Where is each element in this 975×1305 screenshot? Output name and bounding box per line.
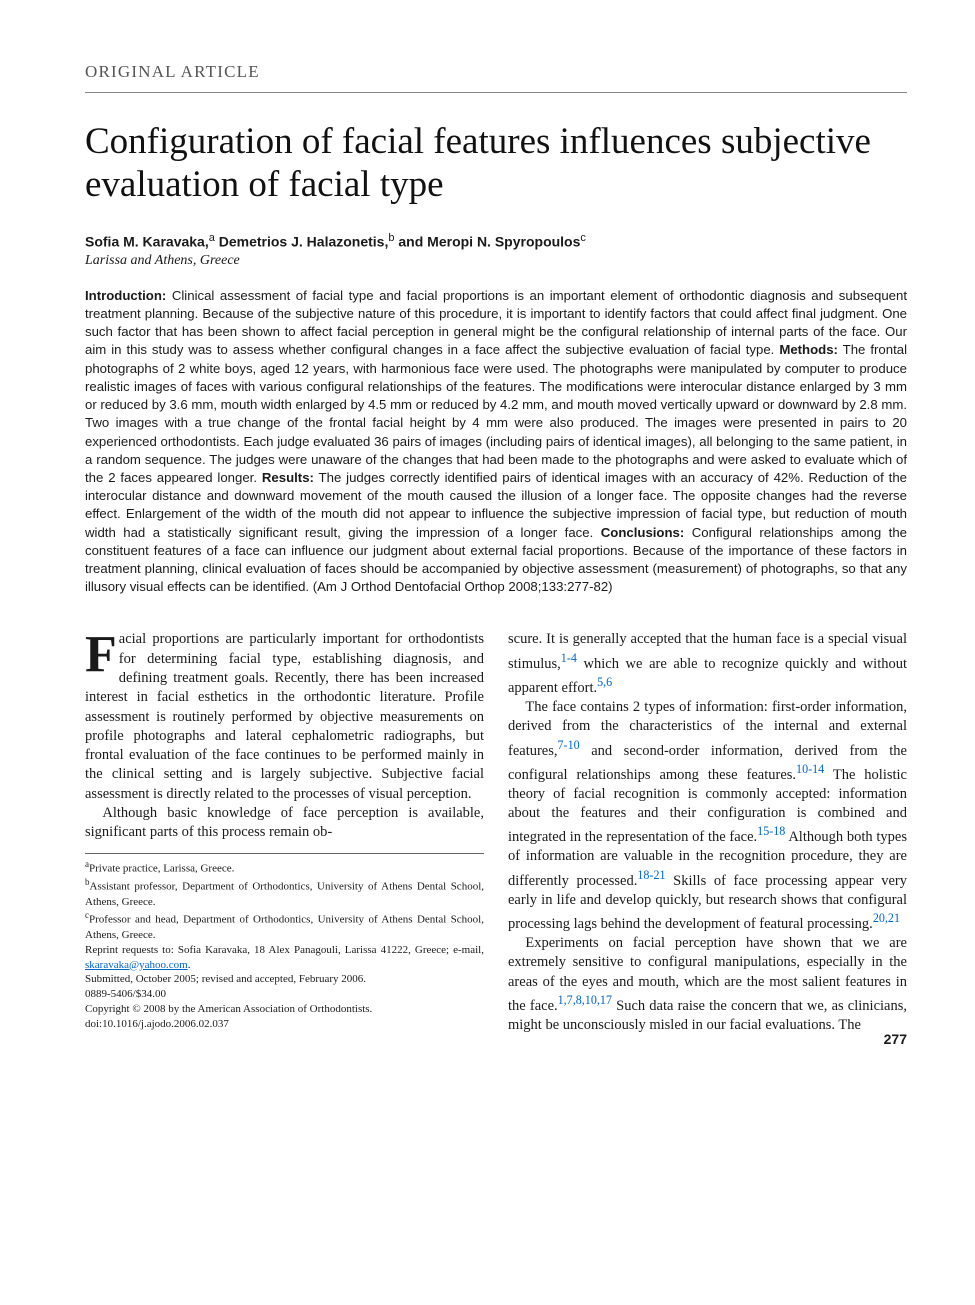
horizontal-rule (85, 92, 907, 93)
footnote-c: cProfessor and head, Department of Ortho… (85, 909, 484, 942)
body-p1-text: acial proportions are particularly impor… (85, 631, 484, 801)
ref-link-1-7-8-10-17[interactable]: 1,7,8,10,17 (558, 993, 612, 1007)
footnote-submitted: Submitted, October 2005; revised and acc… (85, 972, 484, 987)
article-title: Configuration of facial features influen… (85, 121, 907, 206)
abstract-block: Introduction: Clinical assessment of fac… (85, 287, 907, 597)
footnote-reprint: Reprint requests to: Sofia Karavaka, 18 … (85, 943, 484, 973)
abstract-intro-label: Introduction: (85, 288, 166, 303)
footnote-b: bAssistant professor, Department of Orth… (85, 876, 484, 909)
ref-link-20-21[interactable]: 20,21 (873, 911, 900, 925)
affiliation-line: Larissa and Athens, Greece (85, 253, 907, 269)
ref-link-10-14[interactable]: 10-14 (796, 762, 824, 776)
body-paragraph-4: The face contains 2 types of information… (508, 698, 907, 934)
section-label: ORIGINAL ARTICLE (85, 62, 907, 82)
abstract-results-label: Results: (262, 470, 314, 485)
footnote-issn: 0889-5406/$34.00 (85, 987, 484, 1002)
ref-link-5-6[interactable]: 5,6 (597, 675, 612, 689)
reprint-email-link[interactable]: skaravaka@yahoo.com (85, 959, 188, 971)
ref-link-18-21[interactable]: 18-21 (637, 868, 665, 882)
ref-link-7-10[interactable]: 7-10 (558, 738, 580, 752)
page-number: 277 (884, 1031, 907, 1047)
body-paragraph-1: Facial proportions are particularly impo… (85, 630, 484, 804)
footnote-doi: doi:10.1016/j.ajodo.2006.02.037 (85, 1017, 484, 1032)
ref-link-15-18[interactable]: 15-18 (757, 824, 785, 838)
body-paragraph-3: scure. It is generally accepted that the… (508, 630, 907, 698)
ref-link-1-4[interactable]: 1-4 (561, 651, 577, 665)
body-paragraph-2: Although basic knowledge of face percept… (85, 804, 484, 843)
abstract-conclusions-label: Conclusions: (601, 525, 685, 540)
footnote-a: aPrivate practice, Larissa, Greece. (85, 858, 484, 877)
footnote-copyright: Copyright © 2008 by the American Associa… (85, 1002, 484, 1017)
abstract-methods-text: The frontal photographs of 2 white boys,… (85, 342, 907, 485)
body-p2-text: Although basic knowledge of face percept… (85, 805, 484, 840)
footnotes-block: aPrivate practice, Larissa, Greece. bAss… (85, 853, 484, 1032)
body-paragraph-5: Experiments on facial perception have sh… (508, 934, 907, 1035)
abstract-methods-label: Methods: (779, 342, 838, 357)
authors-line: Sofia M. Karavaka,a Demetrios J. Halazon… (85, 232, 907, 250)
dropcap: F (85, 630, 119, 677)
body-columns: Facial proportions are particularly impo… (85, 630, 907, 1035)
